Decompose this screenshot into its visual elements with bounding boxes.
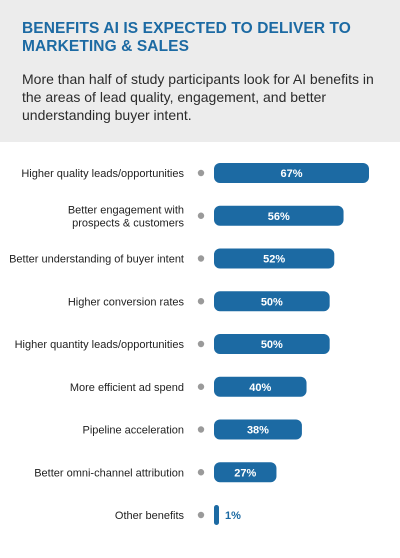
value-label: 67% — [280, 168, 302, 180]
data-bar — [214, 163, 369, 183]
row-marker-dot — [197, 212, 205, 219]
value-label: 50% — [261, 296, 283, 308]
category-label: Better understanding of buyer intent — [9, 254, 184, 266]
data-bar — [214, 291, 330, 312]
category-label: Better engagement with — [68, 204, 184, 216]
row-marker-dot — [197, 169, 205, 177]
row-marker-dot — [197, 469, 205, 476]
data-bar — [214, 205, 344, 226]
category-label: Higher quality leads/opportunities — [21, 168, 184, 180]
data-bar — [214, 334, 330, 354]
row-marker-dot — [197, 383, 205, 390]
chart-subtitle: More than half of study participants loo… — [22, 71, 374, 123]
category-label: prospects & customers — [72, 217, 184, 229]
category-label: Higher conversion rates — [68, 296, 185, 308]
category-label: More efficient ad spend — [70, 382, 184, 394]
value-label: 38% — [247, 425, 269, 437]
data-bar — [214, 505, 219, 525]
data-bar — [214, 248, 335, 269]
value-label: 27% — [234, 467, 256, 479]
category-label: Higher quantity leads/opportunities — [15, 339, 185, 351]
data-bar — [214, 419, 302, 440]
row-marker-dot — [197, 340, 205, 348]
category-label: Other benefits — [115, 510, 185, 522]
value-label: 52% — [263, 254, 285, 266]
row-marker-dot — [197, 298, 205, 305]
row-marker-dot — [197, 511, 205, 519]
row-marker-dot — [197, 255, 205, 262]
category-label: Better omni-channel attribution — [34, 467, 184, 479]
bar-chart: Higher quality leads/opportunities 67% Bet… — [9, 163, 369, 525]
value-label: 1% — [225, 510, 241, 522]
row-marker-dot — [197, 426, 205, 433]
value-label: 50% — [261, 339, 283, 351]
chart-title: BENEFITS AI IS EXPECTED TO DELIVER TO MA… — [22, 20, 351, 55]
chart-header: BENEFITS AI IS EXPECTED TO DELIVER TO MA… — [0, 0, 400, 142]
value-label: 40% — [249, 382, 271, 394]
value-label: 56% — [268, 211, 290, 223]
data-bar — [214, 462, 277, 483]
category-label: Pipeline acceleration — [82, 425, 184, 437]
data-bar — [214, 376, 307, 397]
